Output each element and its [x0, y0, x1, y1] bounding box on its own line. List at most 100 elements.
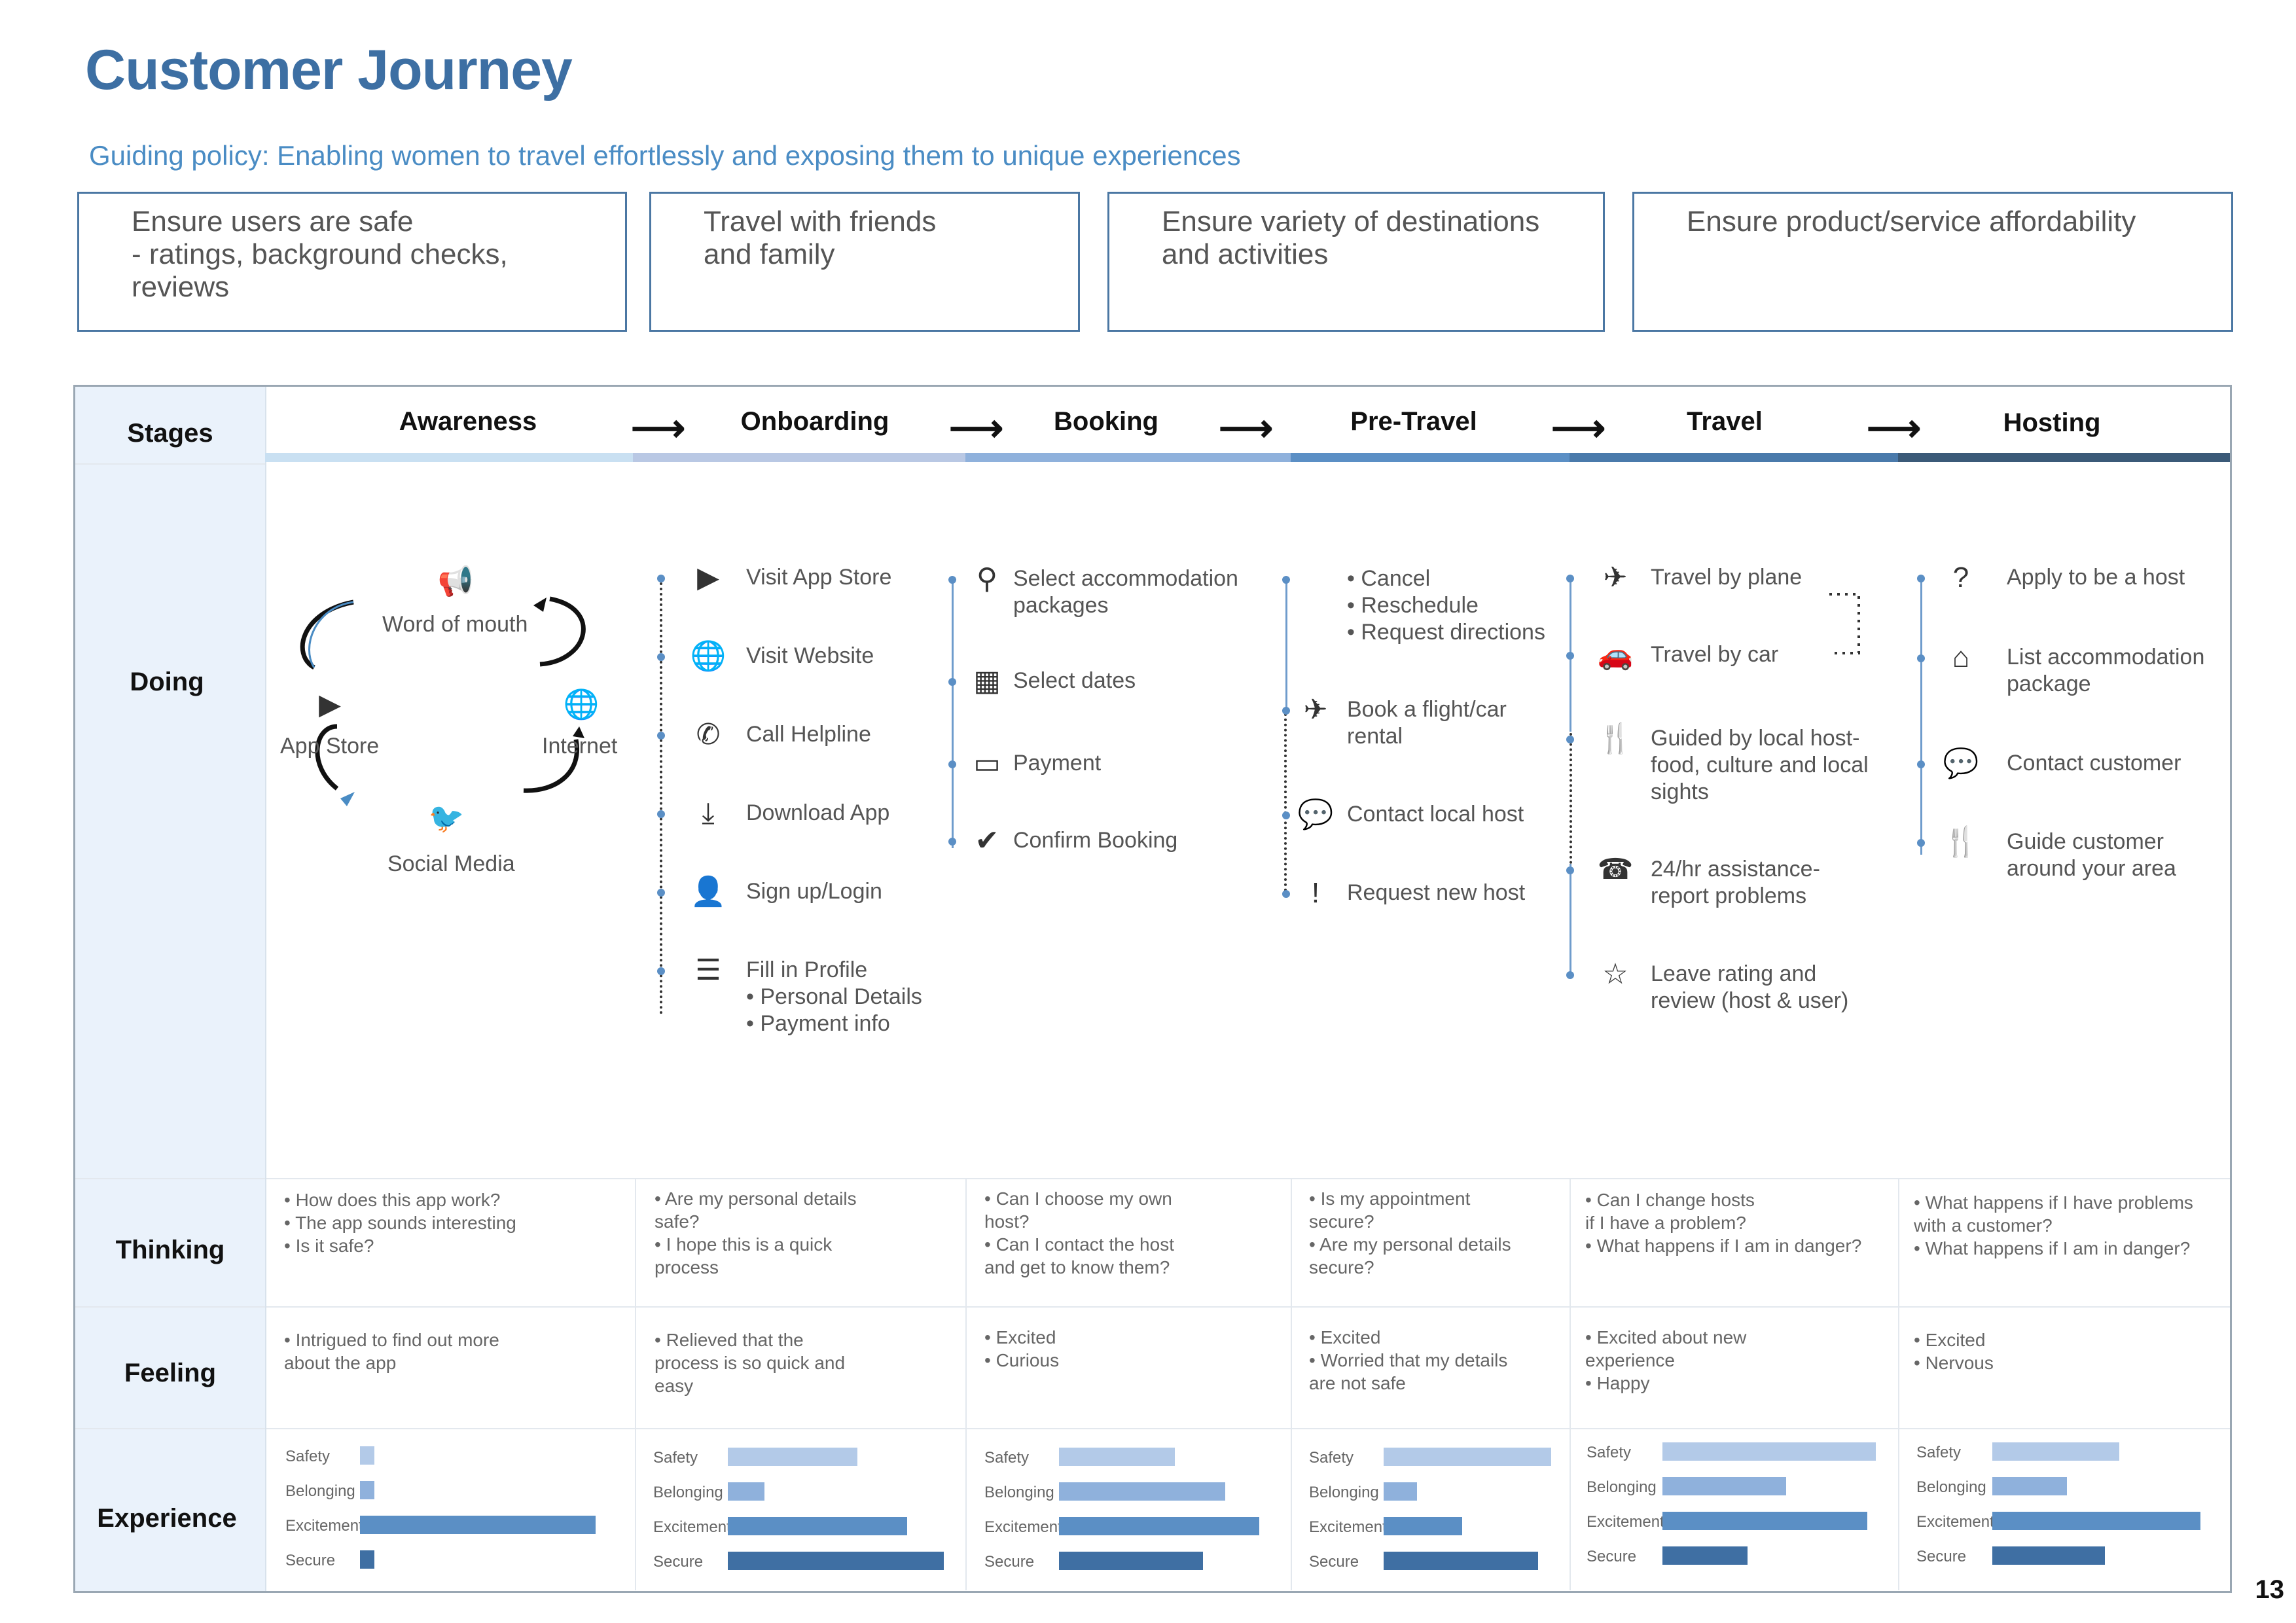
- star-icon: ☆: [1602, 958, 1628, 990]
- stage-awareness: Awareness: [399, 407, 537, 436]
- stage-travel: Travel: [1687, 407, 1763, 436]
- stage-pre-travel: Pre-Travel: [1350, 407, 1477, 436]
- travel-step-2: Guided by local host- food, culture and …: [1651, 726, 1869, 804]
- travel-timeline-dotted: [1570, 733, 1572, 864]
- travel-step-3: 24/hr assistance- report problems: [1651, 857, 1820, 908]
- onboarding-step-1: Visit Website: [746, 643, 874, 668]
- page-title: Customer Journey: [85, 39, 573, 101]
- experience-label: Safety: [1587, 1444, 1632, 1461]
- pretravel-timeline: [1285, 580, 1287, 711]
- experience-label: Belonging: [1309, 1484, 1379, 1501]
- awareness-social-media: Social Media: [387, 851, 515, 876]
- hosting-step-1: List accommodation package: [2007, 645, 2205, 696]
- experience-label: Secure: [984, 1553, 1035, 1571]
- experience-label: Secure: [285, 1552, 336, 1569]
- calendar-icon: ▦: [973, 665, 1001, 697]
- booking-timeline-dot: [948, 760, 956, 768]
- row-divider: [75, 463, 266, 465]
- page-number: 13: [2255, 1575, 2285, 1604]
- arrow-right-icon: ⟶: [1867, 407, 1922, 450]
- experience-label: Secure: [1587, 1548, 1637, 1565]
- thinking-booking: • Can I choose my own host? • Can I cont…: [984, 1188, 1174, 1277]
- hosting-timeline: [1920, 580, 1922, 855]
- experience-bar-belonging: [1384, 1482, 1417, 1501]
- column-divider: [1570, 1178, 1571, 1590]
- travel-timeline: [1570, 864, 1571, 975]
- row-label-stages: Stages: [127, 419, 213, 448]
- booking-step-1: Select dates: [1013, 668, 1136, 693]
- booking-step-0: Select accommodation packages: [1013, 566, 1238, 618]
- hosting-timeline-dot: [1917, 760, 1925, 768]
- arrow-right-icon: ⟶: [1219, 407, 1274, 450]
- experience-label: Belonging: [653, 1484, 723, 1501]
- experience-bar-excitement: [1662, 1512, 1867, 1530]
- experience-bar-safety: [360, 1446, 374, 1465]
- booking-timeline-dot: [948, 576, 956, 584]
- thinking-pre-travel: • Is my appointment secure? • Are my per…: [1309, 1188, 1511, 1277]
- pretravel-timeline-dotted: [1284, 713, 1287, 897]
- experience-label: Excitement: [1587, 1513, 1664, 1531]
- onboarding-step-2: Call Helpline: [746, 722, 871, 747]
- experience-bar-secure: [1059, 1552, 1203, 1570]
- experience-label: Excitement: [1916, 1513, 1994, 1531]
- experience-bar-excitement: [1992, 1512, 2200, 1530]
- row-label-thinking: Thinking: [115, 1236, 225, 1264]
- feeling-travel: • Excited about new experience • Happy: [1585, 1327, 1747, 1393]
- onboarding-timeline-dot: [657, 810, 665, 818]
- goal-box-affordability: Ensure product/service affordability: [1632, 192, 2233, 332]
- row-label-feeling: Feeling: [124, 1359, 217, 1387]
- row-divider: [75, 1178, 2230, 1179]
- support-icon: ☎: [1597, 853, 1634, 885]
- row-divider: [75, 1428, 2230, 1429]
- experience-bar-excitement: [728, 1517, 907, 1535]
- user-icon: 👤: [690, 876, 726, 908]
- hosting-timeline-dot: [1917, 575, 1925, 582]
- experience-bar-belonging: [1662, 1477, 1786, 1495]
- hosting-timeline-dot: [1917, 839, 1925, 847]
- awareness-word-of-mouth: Word of mouth: [382, 612, 528, 637]
- experience-bar-safety: [728, 1448, 857, 1466]
- experience-bar-belonging: [1059, 1482, 1225, 1501]
- question-icon: ?: [1952, 562, 1969, 594]
- onboarding-timeline: [660, 582, 662, 1014]
- awareness-internet: Internet: [542, 734, 618, 758]
- stage-booking: Booking: [1054, 407, 1158, 436]
- feeling-pre-travel: • Excited • Worried that my details are …: [1309, 1327, 1508, 1393]
- experience-bar-safety: [1059, 1448, 1175, 1466]
- fork-knife-icon: 🍴: [1943, 826, 1979, 858]
- onboarding-timeline-dot: [657, 889, 665, 897]
- experience-label: Excitement: [984, 1518, 1062, 1536]
- experience-bar-safety: [1662, 1442, 1876, 1461]
- experience-label: Secure: [1916, 1548, 1967, 1565]
- travel-timeline-dot: [1566, 736, 1574, 743]
- travel-timeline-dot: [1566, 866, 1574, 874]
- travel-step-4: Leave rating and review (host & user): [1651, 961, 1849, 1013]
- thinking-awareness: • How does this app work? • The app soun…: [284, 1190, 516, 1256]
- feeling-hosting: • Excited • Nervous: [1914, 1330, 1994, 1373]
- pretravel-timeline-dot: [1282, 890, 1290, 898]
- experience-label: Excitement: [653, 1518, 731, 1536]
- arrow-right-icon: ⟶: [631, 407, 686, 450]
- hosting-step-2: Contact customer: [2007, 751, 2181, 776]
- stage-bar-hosting: [1898, 453, 2230, 462]
- experience-bar-secure: [1662, 1546, 1748, 1565]
- experience-bar-safety: [1992, 1442, 2119, 1461]
- row-label-doing: Doing: [130, 668, 204, 696]
- checklist-icon: ☰: [695, 954, 721, 986]
- row-divider: [75, 1306, 2230, 1308]
- experience-label: Belonging: [984, 1484, 1054, 1501]
- journey-table-frame: [73, 385, 2232, 1593]
- column-divider: [265, 387, 266, 1591]
- onboarding-timeline-dot: [657, 575, 665, 582]
- booking-step-3: Confirm Booking: [1013, 828, 1178, 853]
- thinking-hosting: • What happens if I have problems with a…: [1914, 1192, 2193, 1258]
- booking-timeline-dot: [948, 838, 956, 846]
- experience-label: Excitement: [285, 1517, 363, 1535]
- column-divider: [965, 1178, 967, 1590]
- experience-bar-belonging: [1992, 1477, 2067, 1495]
- experience-label: Excitement: [1309, 1518, 1387, 1536]
- arrow-right-icon: ⟶: [949, 407, 1004, 450]
- experience-label: Secure: [653, 1553, 704, 1571]
- booking-timeline-dot: [948, 678, 956, 686]
- experience-bar-excitement: [360, 1516, 596, 1534]
